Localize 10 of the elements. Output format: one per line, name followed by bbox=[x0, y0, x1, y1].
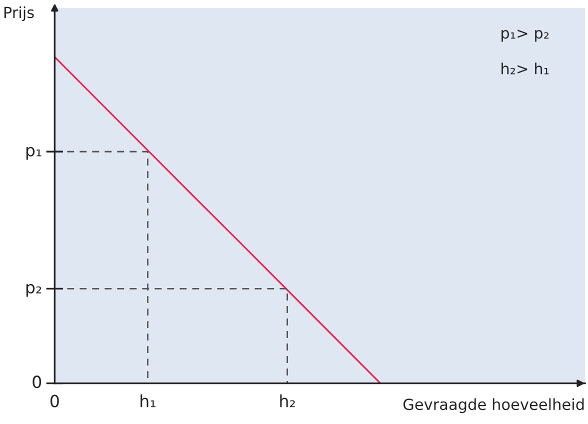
y-axis-title: Prijs bbox=[4, 6, 34, 22]
annotation: h₂> h₁ bbox=[502, 62, 549, 74]
text: p₁> p₂ bbox=[502, 30, 549, 42]
annotation: p₂ bbox=[26, 284, 42, 297]
x-tick-label: h₂ bbox=[280, 394, 295, 408]
x-tick-label: 0 bbox=[50, 394, 59, 408]
text: 0 bbox=[32, 376, 42, 388]
x-axis-title: Gevraagde hoeveelheid bbox=[403, 398, 584, 414]
x-tick-label: h₁ bbox=[140, 394, 156, 408]
annotation: p₁ bbox=[26, 146, 42, 160]
